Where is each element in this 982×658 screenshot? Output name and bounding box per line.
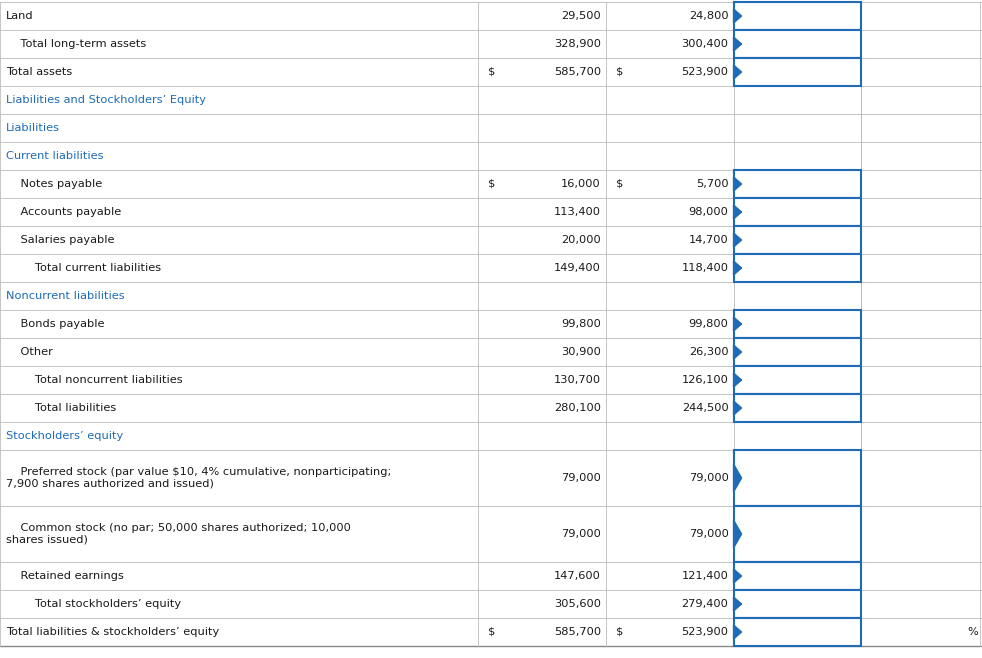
Text: 79,000: 79,000 bbox=[688, 529, 729, 539]
Polygon shape bbox=[734, 177, 741, 191]
Text: 29,500: 29,500 bbox=[561, 11, 601, 21]
Text: Bonds payable: Bonds payable bbox=[6, 319, 104, 329]
Text: Stockholders’ equity: Stockholders’ equity bbox=[6, 431, 124, 441]
Bar bbox=[734, 170, 861, 198]
Bar bbox=[734, 2, 861, 30]
Bar bbox=[734, 30, 861, 58]
Text: Liabilities and Stockholders’ Equity: Liabilities and Stockholders’ Equity bbox=[6, 95, 206, 105]
Bar bbox=[734, 58, 861, 86]
Text: 14,700: 14,700 bbox=[688, 235, 729, 245]
Bar bbox=[734, 254, 861, 282]
Text: Accounts payable: Accounts payable bbox=[6, 207, 121, 217]
Text: 300,400: 300,400 bbox=[682, 39, 729, 49]
Polygon shape bbox=[734, 464, 741, 492]
Bar bbox=[734, 450, 861, 506]
Text: 16,000: 16,000 bbox=[561, 179, 601, 189]
Text: Liabilities: Liabilities bbox=[6, 123, 60, 133]
Polygon shape bbox=[734, 597, 741, 611]
Text: Preferred stock (par value $10, 4% cumulative, nonparticipating;
7,900 shares au: Preferred stock (par value $10, 4% cumul… bbox=[6, 467, 392, 489]
Text: Total current liabilities: Total current liabilities bbox=[6, 263, 161, 273]
Text: Total liabilities & stockholders’ equity: Total liabilities & stockholders’ equity bbox=[6, 627, 219, 637]
Polygon shape bbox=[734, 37, 741, 51]
Bar bbox=[734, 310, 861, 338]
Bar bbox=[734, 394, 861, 422]
Text: $: $ bbox=[488, 179, 496, 189]
Bar bbox=[734, 506, 861, 562]
Text: 30,900: 30,900 bbox=[561, 347, 601, 357]
Text: 99,800: 99,800 bbox=[561, 319, 601, 329]
Polygon shape bbox=[734, 373, 741, 387]
Text: Total long-term assets: Total long-term assets bbox=[6, 39, 146, 49]
Text: 305,600: 305,600 bbox=[554, 599, 601, 609]
Text: 118,400: 118,400 bbox=[682, 263, 729, 273]
Polygon shape bbox=[734, 520, 741, 548]
Text: 523,900: 523,900 bbox=[682, 67, 729, 77]
Text: 26,300: 26,300 bbox=[689, 347, 729, 357]
Text: Land: Land bbox=[6, 11, 33, 21]
Text: 585,700: 585,700 bbox=[554, 67, 601, 77]
Text: 24,800: 24,800 bbox=[689, 11, 729, 21]
Text: $: $ bbox=[616, 67, 624, 77]
Bar bbox=[734, 562, 861, 590]
Polygon shape bbox=[734, 9, 741, 23]
Bar bbox=[734, 618, 861, 646]
Text: 523,900: 523,900 bbox=[682, 627, 729, 637]
Text: 113,400: 113,400 bbox=[554, 207, 601, 217]
Text: 20,000: 20,000 bbox=[561, 235, 601, 245]
Text: Total liabilities: Total liabilities bbox=[6, 403, 116, 413]
Text: $: $ bbox=[488, 67, 496, 77]
Bar bbox=[734, 198, 861, 226]
Text: Common stock (no par; 50,000 shares authorized; 10,000
shares issued): Common stock (no par; 50,000 shares auth… bbox=[6, 523, 351, 545]
Text: $: $ bbox=[616, 627, 624, 637]
Bar bbox=[734, 590, 861, 618]
Text: Noncurrent liabilities: Noncurrent liabilities bbox=[6, 291, 125, 301]
Text: Retained earnings: Retained earnings bbox=[6, 571, 124, 581]
Text: 79,000: 79,000 bbox=[561, 529, 601, 539]
Text: $: $ bbox=[488, 627, 496, 637]
Text: 79,000: 79,000 bbox=[561, 473, 601, 483]
Polygon shape bbox=[734, 569, 741, 583]
Polygon shape bbox=[734, 261, 741, 275]
Text: 280,100: 280,100 bbox=[554, 403, 601, 413]
Text: Total stockholders’ equity: Total stockholders’ equity bbox=[6, 599, 181, 609]
Bar bbox=[734, 366, 861, 394]
Text: 279,400: 279,400 bbox=[682, 599, 729, 609]
Text: Current liabilities: Current liabilities bbox=[6, 151, 103, 161]
Text: 98,000: 98,000 bbox=[688, 207, 729, 217]
Text: Salaries payable: Salaries payable bbox=[6, 235, 115, 245]
Polygon shape bbox=[734, 205, 741, 219]
Text: 126,100: 126,100 bbox=[682, 375, 729, 385]
Polygon shape bbox=[734, 345, 741, 359]
Text: 130,700: 130,700 bbox=[554, 375, 601, 385]
Text: %: % bbox=[967, 627, 978, 637]
Text: 147,600: 147,600 bbox=[554, 571, 601, 581]
Text: Other: Other bbox=[6, 347, 53, 357]
Text: 585,700: 585,700 bbox=[554, 627, 601, 637]
Text: Notes payable: Notes payable bbox=[6, 179, 102, 189]
Text: $: $ bbox=[616, 179, 624, 189]
Polygon shape bbox=[734, 65, 741, 79]
Text: 99,800: 99,800 bbox=[688, 319, 729, 329]
Text: Total noncurrent liabilities: Total noncurrent liabilities bbox=[6, 375, 183, 385]
Bar bbox=[734, 226, 861, 254]
Polygon shape bbox=[734, 401, 741, 415]
Text: 244,500: 244,500 bbox=[682, 403, 729, 413]
Polygon shape bbox=[734, 233, 741, 247]
Text: 79,000: 79,000 bbox=[688, 473, 729, 483]
Text: 149,400: 149,400 bbox=[554, 263, 601, 273]
Text: 5,700: 5,700 bbox=[696, 179, 729, 189]
Polygon shape bbox=[734, 625, 741, 639]
Text: 121,400: 121,400 bbox=[682, 571, 729, 581]
Bar bbox=[734, 338, 861, 366]
Text: Total assets: Total assets bbox=[6, 67, 73, 77]
Text: 328,900: 328,900 bbox=[554, 39, 601, 49]
Polygon shape bbox=[734, 317, 741, 331]
